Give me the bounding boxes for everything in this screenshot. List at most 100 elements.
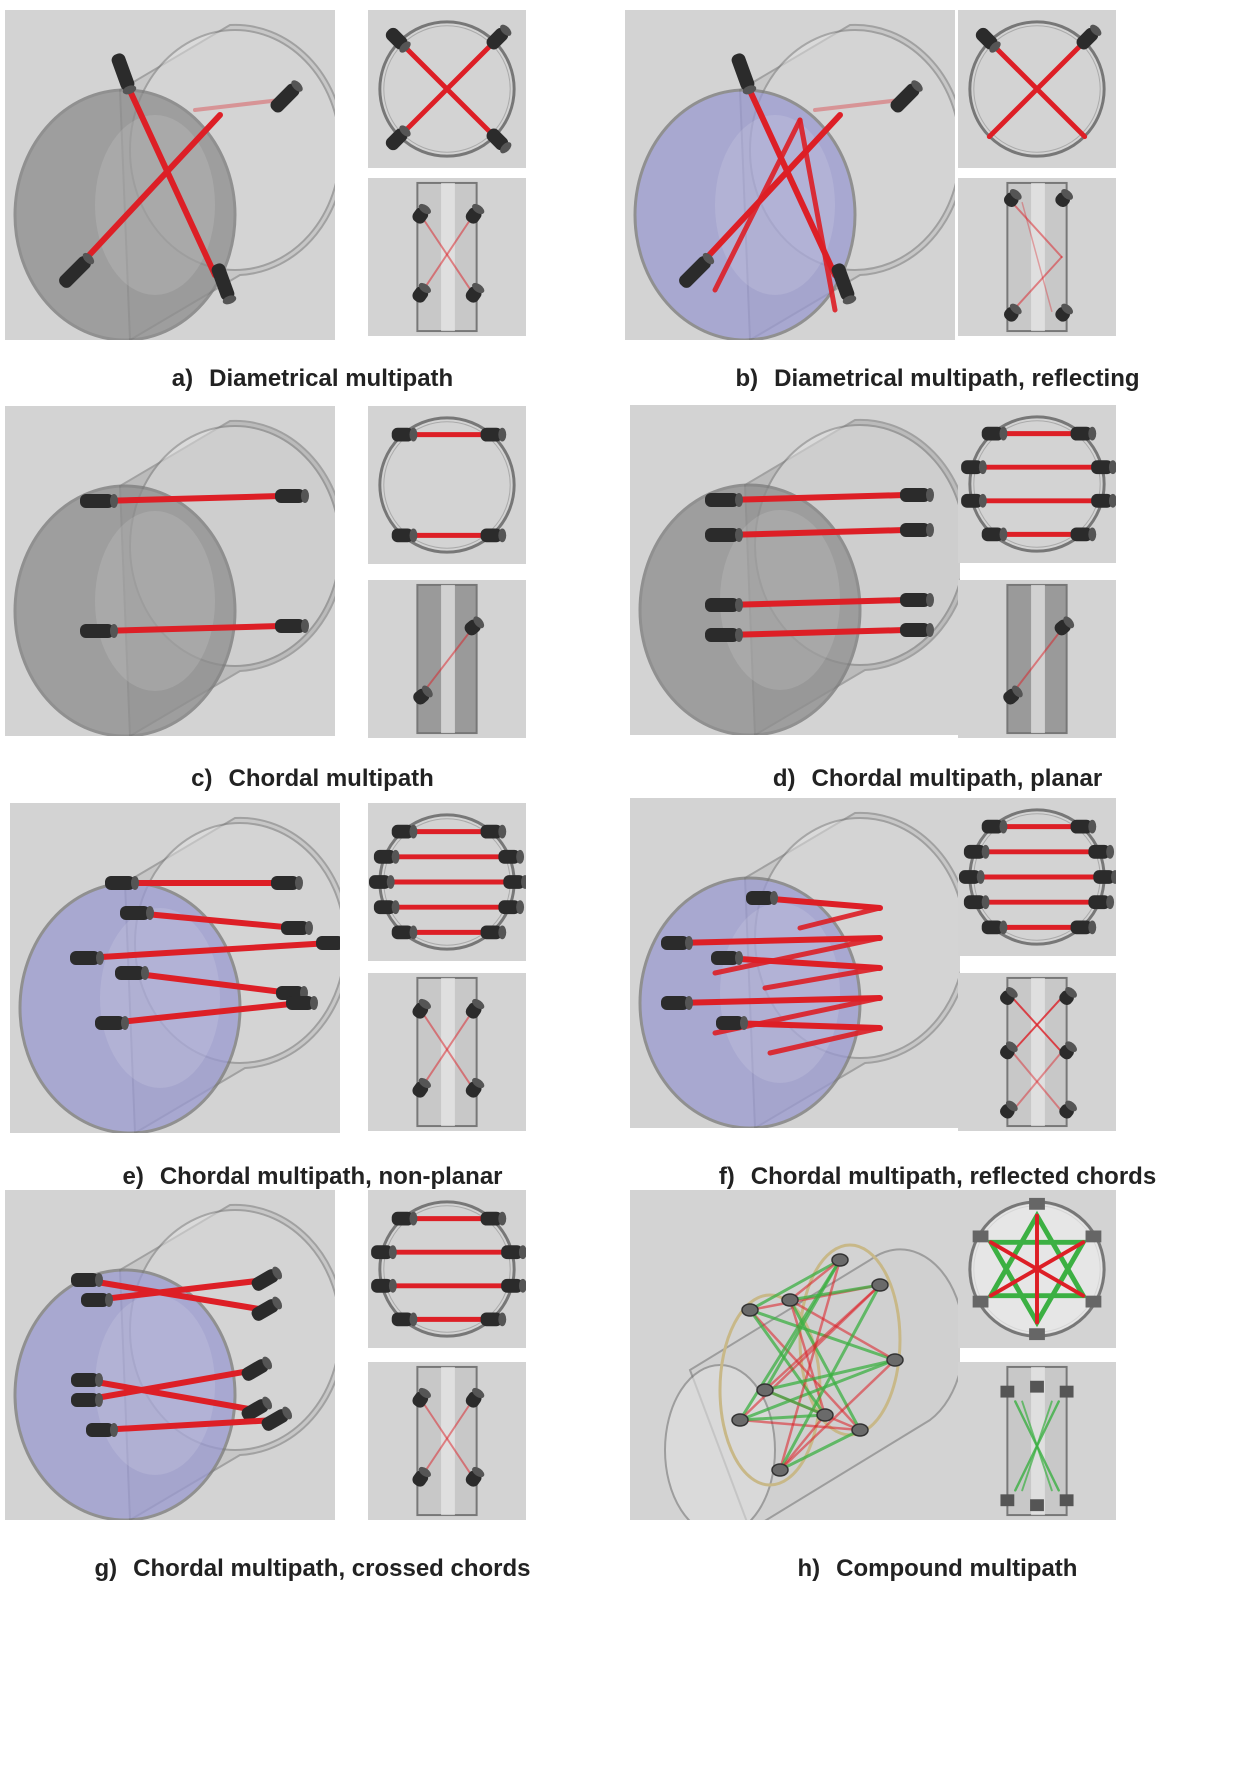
transducer-right-2 — [900, 523, 934, 537]
acoustic-path — [92, 1277, 268, 1303]
caption-letter: f) — [718, 1163, 735, 1190]
acoustic-path — [988, 1240, 1086, 1298]
transducer-top-left-3 — [958, 870, 985, 884]
acoustic-path — [763, 1388, 827, 1417]
acoustic-path — [778, 1413, 827, 1472]
figure-caption: h) Compound multipath — [625, 1555, 1250, 1583]
transducer-top-right-1 — [1070, 426, 1097, 441]
transducer-top-right-1 — [480, 427, 507, 442]
transducer-side-1 — [412, 203, 431, 224]
transducer-side-6 — [1030, 1499, 1044, 1512]
transducer-side-2 — [1055, 189, 1073, 208]
acoustic-path — [813, 98, 902, 112]
figure-panel-h: h) Compound multipath — [625, 1190, 1250, 1632]
acoustic-path — [107, 1000, 303, 1026]
acoustic-path — [742, 77, 838, 278]
acoustic-path — [722, 955, 883, 971]
acoustic-path — [1011, 996, 1063, 1053]
caption-letter: g) — [94, 1555, 118, 1582]
figure-panel-f: f) Chordal multipath, reflected chords — [625, 798, 1250, 1240]
transducer-top-left-1 — [391, 1211, 418, 1226]
transducer-top-left-4 — [981, 527, 1008, 542]
acoustic-path — [82, 1277, 268, 1313]
transducer-right-1 — [251, 1296, 283, 1321]
transducer-5 — [716, 1016, 748, 1030]
transducer-top-right-3 — [1093, 870, 1116, 884]
cross-section-view — [958, 10, 1116, 168]
transducer-top-2 — [1085, 1230, 1102, 1243]
acoustic-path — [762, 965, 883, 991]
figure-caption: b) Diametrical multipath, reflecting — [625, 365, 1250, 393]
caption-letter: a) — [171, 365, 194, 392]
pipe-cross-section — [968, 20, 1106, 158]
transducer-side-2 — [465, 203, 485, 224]
transducer-1 — [679, 252, 715, 288]
side-view — [958, 178, 1116, 336]
transducer-left-4 — [705, 628, 743, 642]
pipe-3d-view — [5, 1190, 335, 1520]
transducer-top-left-2 — [371, 1245, 397, 1260]
acoustic-path — [193, 98, 282, 112]
transducer-right-3 — [241, 1396, 273, 1421]
pipe-side-view — [416, 583, 478, 735]
transducer-top-left-1 — [981, 819, 1008, 834]
transducer-top-1 — [385, 27, 411, 53]
acoustic-path — [421, 216, 473, 293]
acoustic-path — [122, 77, 218, 278]
transducer-right-5 — [261, 1406, 293, 1431]
transducer-right-2 — [251, 1266, 283, 1291]
pipe-side-view — [416, 1365, 478, 1517]
transducer-left-2 — [81, 1293, 113, 1307]
transducer-top-right-3 — [503, 875, 526, 889]
acoustic-path — [1011, 1051, 1063, 1113]
transducer-3 — [711, 951, 743, 965]
side-view — [368, 973, 526, 1131]
transducer-side-3 — [1000, 1041, 1018, 1060]
caption-text: Chordal multipath, crossed chords — [133, 1555, 531, 1582]
figure-caption: e) Chordal multipath, non-planar — [0, 1163, 625, 1191]
transducer-top-left-1 — [391, 427, 418, 442]
side-view — [368, 178, 526, 336]
transducer-top-right-3 — [1091, 493, 1116, 508]
transducer-side-3 — [412, 282, 431, 303]
figure-caption: g) Chordal multipath, crossed chords — [0, 1555, 625, 1583]
transducer-right-3 — [316, 936, 340, 950]
side-view — [958, 973, 1116, 1131]
caption-text: Chordal multipath, reflected chords — [750, 1163, 1157, 1190]
transducer-left-2 — [80, 624, 118, 638]
caption-text: Compound multipath — [836, 1555, 1078, 1582]
acoustic-path — [722, 627, 908, 638]
transducer-5 — [756, 1383, 774, 1397]
figure-caption: d) Chordal multipath, planar — [625, 765, 1250, 793]
acoustic-path — [778, 1283, 882, 1472]
transducer-top-right-1 — [480, 824, 507, 839]
caption-letter: d) — [772, 765, 796, 792]
transducer-top-right-1 — [480, 1211, 507, 1226]
transducer-side-1 — [412, 998, 431, 1019]
acoustic-path — [421, 628, 473, 695]
acoustic-path — [1011, 1051, 1063, 1113]
transducer-top-right-5 — [1070, 920, 1097, 935]
transducer-top-right-5 — [480, 925, 507, 940]
transducer-left-4 — [115, 966, 149, 980]
transducer-top-5 — [972, 1295, 989, 1308]
transducer-2 — [111, 53, 137, 95]
acoustic-path — [396, 38, 498, 140]
acoustic-path — [1011, 256, 1063, 313]
acoustic-path — [788, 1258, 842, 1302]
transducer-top-right-1 — [1070, 819, 1097, 834]
transducer-top-6 — [972, 1230, 989, 1243]
transducer-left-2 — [120, 906, 154, 920]
transducer-side-2 — [464, 616, 485, 636]
transducer-10 — [816, 1408, 834, 1422]
transducer-top-left-2 — [391, 528, 418, 543]
transducer-top-left-4 — [391, 1312, 418, 1327]
transducer-side-4 — [1055, 303, 1073, 322]
pipe-side-view — [1006, 583, 1068, 735]
acoustic-path — [738, 1358, 897, 1422]
transducer-2 — [661, 936, 693, 950]
transducer-top-left-3 — [371, 1278, 397, 1293]
acoustic-path — [763, 1258, 842, 1392]
transducer-top-right-2 — [498, 849, 525, 864]
transducer-left-1 — [80, 494, 118, 508]
